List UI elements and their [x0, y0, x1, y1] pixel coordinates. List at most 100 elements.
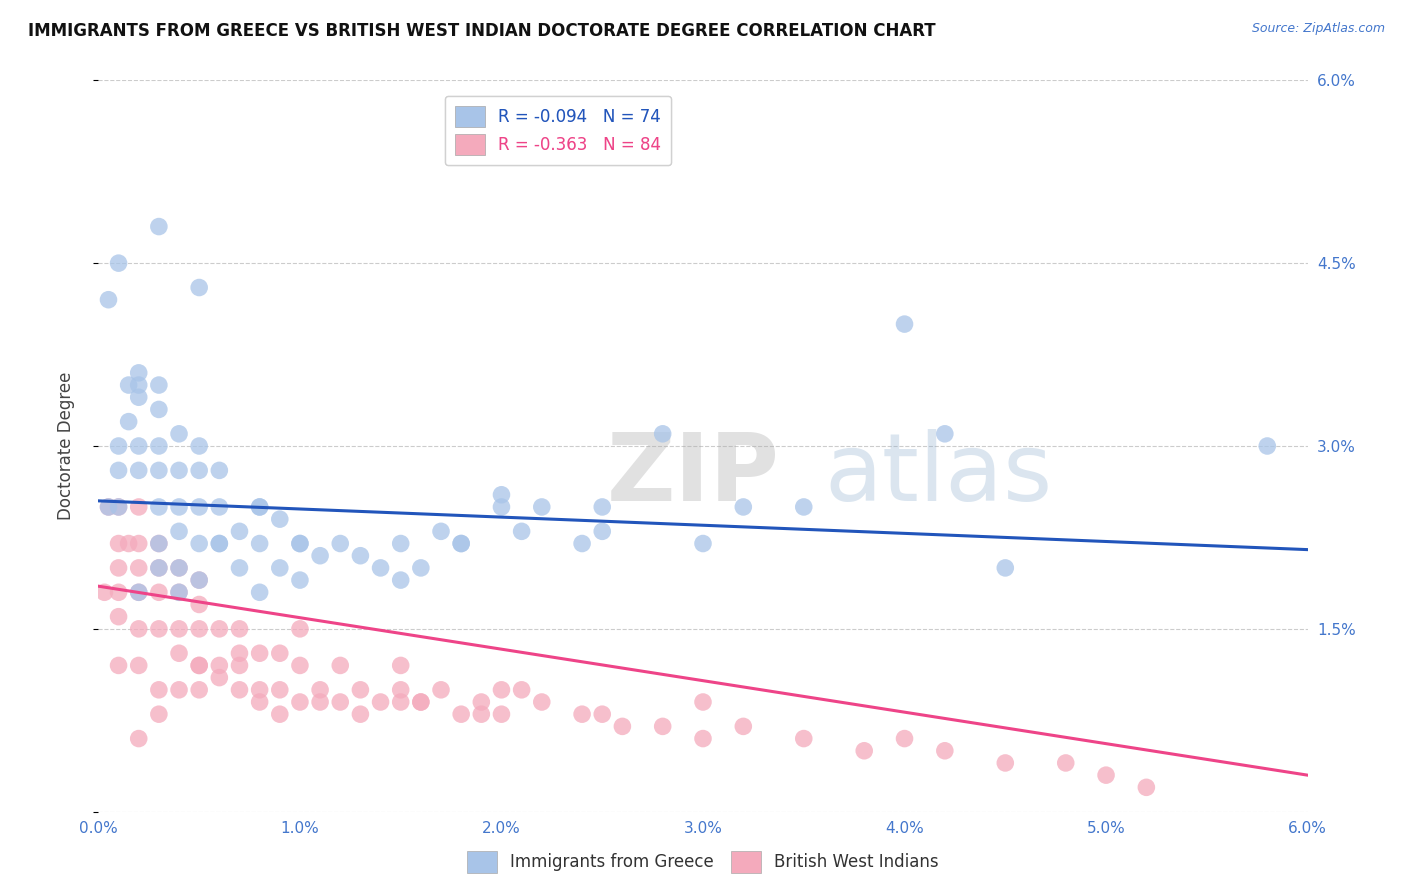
- Point: [97, 293, 120, 307]
- Point: [188, 573, 211, 587]
- Point: [288, 658, 311, 673]
- Point: [208, 658, 231, 673]
- Point: [491, 500, 513, 514]
- Point: [430, 682, 453, 697]
- Text: IMMIGRANTS FROM GREECE VS BRITISH WEST INDIAN DOCTORATE DEGREE CORRELATION CHART: IMMIGRANTS FROM GREECE VS BRITISH WEST I…: [28, 22, 936, 40]
- Point: [167, 524, 190, 539]
- Point: [269, 707, 291, 722]
- Point: [934, 744, 956, 758]
- Point: [530, 695, 553, 709]
- Point: [450, 536, 472, 550]
- Point: [128, 561, 150, 575]
- Point: [491, 488, 513, 502]
- Point: [409, 695, 432, 709]
- Point: [389, 658, 412, 673]
- Point: [510, 682, 533, 697]
- Point: [309, 682, 332, 697]
- Point: [571, 536, 593, 550]
- Point: [530, 500, 553, 514]
- Point: [128, 658, 150, 673]
- Point: [148, 463, 170, 477]
- Point: [994, 561, 1017, 575]
- Point: [612, 719, 634, 733]
- Point: [591, 500, 613, 514]
- Point: [692, 695, 714, 709]
- Point: [329, 536, 352, 550]
- Point: [188, 622, 211, 636]
- Point: [208, 500, 231, 514]
- Point: [167, 426, 190, 441]
- Text: atlas: atlas: [824, 429, 1052, 521]
- Point: [228, 646, 250, 660]
- Point: [208, 622, 231, 636]
- Point: [128, 622, 150, 636]
- Point: [853, 744, 876, 758]
- Point: [269, 682, 291, 697]
- Point: [148, 585, 170, 599]
- Point: [93, 585, 115, 599]
- Point: [107, 500, 129, 514]
- Point: [208, 671, 231, 685]
- Point: [571, 707, 593, 722]
- Point: [389, 682, 412, 697]
- Point: [118, 536, 141, 550]
- Point: [97, 500, 120, 514]
- Point: [148, 439, 170, 453]
- Point: [793, 500, 815, 514]
- Point: [228, 622, 250, 636]
- Point: [128, 463, 150, 477]
- Point: [188, 658, 211, 673]
- Point: [733, 719, 755, 733]
- Point: [470, 707, 492, 722]
- Point: [148, 500, 170, 514]
- Legend: R = -0.094   N = 74, R = -0.363   N = 84: R = -0.094 N = 74, R = -0.363 N = 84: [444, 96, 671, 165]
- Point: [470, 695, 492, 709]
- Point: [188, 658, 211, 673]
- Point: [208, 463, 231, 477]
- Point: [148, 536, 170, 550]
- Point: [288, 695, 311, 709]
- Text: ZIP: ZIP: [606, 429, 779, 521]
- Point: [128, 439, 150, 453]
- Point: [269, 561, 291, 575]
- Point: [128, 366, 150, 380]
- Point: [934, 426, 956, 441]
- Point: [167, 682, 190, 697]
- Point: [167, 561, 190, 575]
- Point: [389, 573, 412, 587]
- Point: [107, 585, 129, 599]
- Point: [128, 378, 150, 392]
- Point: [994, 756, 1017, 770]
- Point: [148, 561, 170, 575]
- Legend: Immigrants from Greece, British West Indians: Immigrants from Greece, British West Ind…: [461, 845, 945, 880]
- Point: [1135, 780, 1157, 795]
- Point: [128, 585, 150, 599]
- Point: [188, 598, 211, 612]
- Point: [430, 524, 453, 539]
- Point: [148, 402, 170, 417]
- Text: Source: ZipAtlas.com: Source: ZipAtlas.com: [1251, 22, 1385, 36]
- Point: [118, 415, 141, 429]
- Point: [249, 500, 271, 514]
- Point: [409, 695, 432, 709]
- Point: [450, 707, 472, 722]
- Point: [288, 573, 311, 587]
- Point: [107, 536, 129, 550]
- Point: [249, 646, 271, 660]
- Point: [167, 646, 190, 660]
- Point: [148, 536, 170, 550]
- Point: [309, 695, 332, 709]
- Point: [208, 536, 231, 550]
- Point: [249, 500, 271, 514]
- Point: [107, 500, 129, 514]
- Point: [389, 536, 412, 550]
- Point: [591, 707, 613, 722]
- Point: [1256, 439, 1278, 453]
- Point: [409, 561, 432, 575]
- Point: [208, 536, 231, 550]
- Point: [793, 731, 815, 746]
- Point: [249, 536, 271, 550]
- Y-axis label: Doctorate Degree: Doctorate Degree: [56, 372, 75, 520]
- Point: [288, 536, 311, 550]
- Point: [733, 500, 755, 514]
